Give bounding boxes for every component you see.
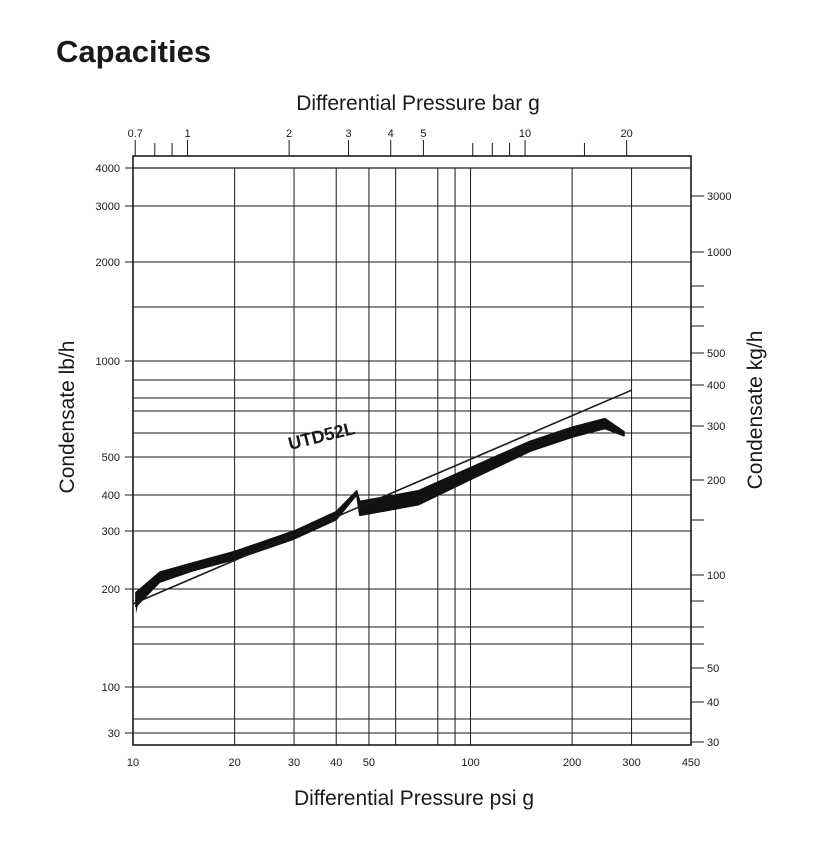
grid-lines — [125, 167, 691, 745]
y-left-tick-label: 3000 — [96, 201, 120, 213]
y-right-tick-label: 3000 — [707, 191, 731, 203]
series-utd52l-label: UTD52L — [286, 418, 357, 454]
x-bottom-tick-label: 40 — [330, 757, 342, 769]
x-bottom-tick-label: 30 — [288, 757, 300, 769]
y-left-tick-label: 2000 — [96, 257, 120, 269]
page-title: Capacities — [56, 34, 212, 69]
y-left-tick-label: 4000 — [96, 163, 120, 175]
y-right-tick-label: 100 — [707, 570, 725, 582]
y-left-tick-label: 300 — [102, 526, 120, 538]
top-axis-title: Differential Pressure bar g — [296, 92, 540, 115]
y-right-tick-label: 300 — [707, 421, 725, 433]
plot-frame — [132, 155, 692, 746]
y-right-tick-label: 50 — [707, 663, 719, 675]
x-top-tick-label: 3 — [345, 128, 351, 140]
reference-line — [132, 389, 632, 605]
y-left-tick-label: 400 — [102, 490, 120, 502]
x-top-tick-label: 2 — [286, 128, 292, 140]
y-right-tick-label: 500 — [707, 348, 725, 360]
x-top-tick-label: 10 — [519, 128, 531, 140]
axis-ticks — [134, 140, 704, 743]
x-bottom-tick-label: 200 — [563, 757, 581, 769]
bottom-axis-title: Differential Pressure psi g — [294, 787, 534, 810]
series-utd52l-band — [135, 417, 625, 608]
y-left-tick-label: 100 — [102, 682, 120, 694]
y-left-tick-label: 1000 — [96, 356, 120, 368]
tick-labels: 10 20 30 40 50 100 200 300 450 0.7 1 2 3 4 5 10 20 30 100 2… — [96, 128, 732, 769]
y-right-tick-label: 200 — [707, 475, 725, 487]
x-top-tick-label: 0.7 — [128, 128, 143, 140]
x-top-tick-label: 5 — [420, 128, 426, 140]
chart-series: UTD52L — [132, 389, 632, 614]
x-bottom-tick-label: 300 — [622, 757, 640, 769]
x-bottom-tick-label: 450 — [682, 757, 700, 769]
y-right-tick-label: 40 — [707, 697, 719, 709]
x-bottom-tick-label: 10 — [127, 757, 139, 769]
x-bottom-tick-label: 50 — [363, 757, 375, 769]
y-right-tick-label: 30 — [707, 737, 719, 749]
x-top-tick-label: 20 — [621, 128, 633, 140]
y-left-tick-label: 30 — [108, 728, 120, 740]
x-top-tick-label: 4 — [388, 128, 394, 140]
y-left-tick-label: 500 — [102, 452, 120, 464]
series-utd52l: UTD52L — [135, 417, 625, 614]
x-bottom-tick-label: 100 — [461, 757, 479, 769]
x-bottom-tick-label: 20 — [228, 757, 240, 769]
x-top-tick-label: 1 — [184, 128, 190, 140]
plot-border — [132, 155, 692, 746]
y-right-tick-label: 400 — [707, 380, 725, 392]
left-axis-title: Condensate lb/h — [56, 341, 79, 494]
right-axis-title: Condensate kg/h — [744, 331, 767, 490]
y-left-tick-label: 200 — [102, 584, 120, 596]
y-right-tick-label: 1000 — [707, 247, 731, 259]
